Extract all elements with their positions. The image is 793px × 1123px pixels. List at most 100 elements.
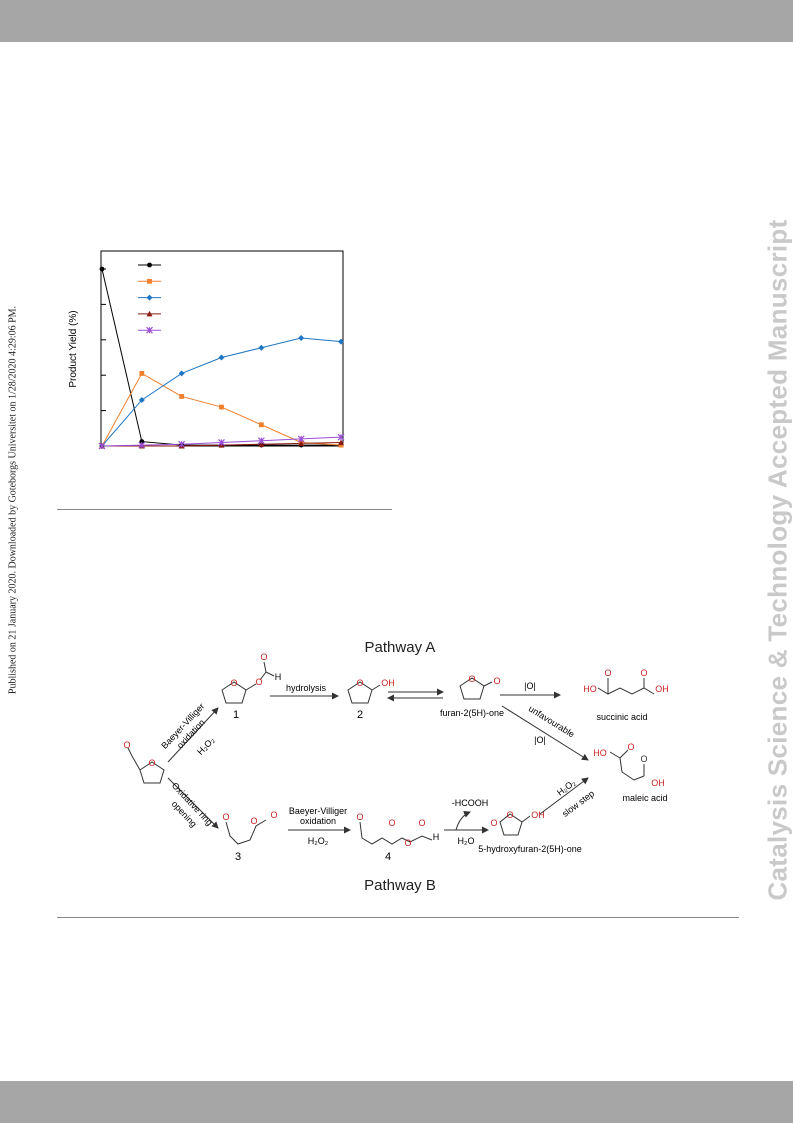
succinic-o2: O xyxy=(640,668,647,678)
compound-4-structure xyxy=(359,821,433,845)
compound-1-structure xyxy=(221,661,275,704)
series-line-3 xyxy=(101,337,342,447)
data-point-s5 xyxy=(178,440,186,448)
furfural-structure xyxy=(127,747,165,784)
pathway-b-title: Pathway B xyxy=(364,877,436,894)
c2-oh: OH xyxy=(381,678,395,688)
maleic-structure xyxy=(609,749,645,781)
h2o2-b: H₂O₂ xyxy=(308,836,329,846)
hcooh-curve xyxy=(455,810,471,831)
y-axis-label: Product Yield (%) xyxy=(68,310,79,387)
hf-o-exo: O xyxy=(490,818,497,828)
ox-label-1: |O| xyxy=(524,681,536,691)
series-line-2 xyxy=(101,372,342,447)
legend-marker-5 xyxy=(146,326,153,334)
c1-o-carbonyl: O xyxy=(260,652,267,662)
data-point-s2 xyxy=(219,404,224,410)
num-2: 2 xyxy=(357,709,363,721)
figure-rule-2 xyxy=(57,917,739,918)
data-point-s4 xyxy=(298,440,305,446)
maleic-ho: HO xyxy=(593,748,607,758)
data-point-s2 xyxy=(139,371,145,376)
compound-2-structure xyxy=(347,681,381,704)
c4-o4: O xyxy=(418,818,425,828)
c4-o3: O xyxy=(404,838,411,848)
furanone-structure xyxy=(459,677,493,700)
data-point-s1 xyxy=(139,439,145,444)
arrow-to-3 xyxy=(167,777,219,829)
data-point-s3 xyxy=(338,338,344,345)
header-band xyxy=(0,0,793,42)
legend-marker-4 xyxy=(146,310,153,317)
series-markers xyxy=(98,266,345,450)
num-3: 3 xyxy=(235,851,241,863)
plot-frame xyxy=(100,250,344,447)
succinic-structure xyxy=(597,678,655,695)
legend-marker-2 xyxy=(147,278,152,284)
c1-o-link: O xyxy=(255,677,262,687)
slowstep-arrow xyxy=(539,777,589,815)
pathway-a-title: Pathway A xyxy=(365,639,436,656)
hydroxyfuranone-label: 5-hydroxyfuran-2(5H)-one xyxy=(478,844,582,854)
arrow-unfavourable xyxy=(501,705,589,761)
c4-o1: O xyxy=(356,812,363,822)
data-point-s2 xyxy=(179,394,185,399)
hf-oh: OH xyxy=(531,810,545,820)
data-point-s2 xyxy=(338,442,344,448)
hydroxyfuranone-structure xyxy=(499,813,531,836)
hydrolysis-label: hydrolysis xyxy=(286,683,327,693)
legend-marker-3 xyxy=(146,294,153,301)
hf-o-ring: O xyxy=(506,810,513,820)
maleic-o2: O xyxy=(640,754,647,764)
furanone-label: furan-2(5H)-one xyxy=(440,708,504,718)
data-point-s5 xyxy=(218,439,225,446)
y-ticks xyxy=(101,268,106,447)
data-point-s3 xyxy=(218,354,225,361)
data-point-s3 xyxy=(258,344,265,351)
furanone-o-exo: O xyxy=(493,676,500,686)
yield-chart: Product Yield (%) xyxy=(68,250,345,450)
num-1: 1 xyxy=(233,709,239,721)
reaction-scheme: Pathway A Pathway B O O Baeyer-Villiger … xyxy=(123,639,669,894)
c1-h: H xyxy=(275,672,282,682)
data-point-s5 xyxy=(297,435,305,443)
arrow-to-1 xyxy=(167,707,219,763)
compound-3-structure xyxy=(225,819,267,845)
ox-label-2: |O| xyxy=(534,735,546,745)
figure-rule-1 xyxy=(57,509,392,510)
c3-o3: O xyxy=(270,810,277,820)
data-point-s4 xyxy=(338,439,344,445)
succinic-o1: O xyxy=(604,668,611,678)
bv-b-1: Baeyer-Villiger xyxy=(289,806,347,816)
footer-band xyxy=(0,1081,793,1123)
succinic-oh: OH xyxy=(655,684,669,694)
data-point-s3 xyxy=(178,370,185,377)
succinic-ho: HO xyxy=(583,684,597,694)
legend xyxy=(138,262,161,334)
data-point-s5 xyxy=(98,442,106,450)
data-point-s5 xyxy=(138,441,146,449)
c2-o-ring: O xyxy=(356,678,363,688)
c4-o2: O xyxy=(388,818,395,828)
maleic-o1: O xyxy=(627,742,634,752)
legend-marker-1 xyxy=(147,262,152,268)
data-point-s4 xyxy=(258,441,265,447)
bv-b-2: oxidation xyxy=(300,816,336,826)
data-point-s3 xyxy=(298,335,305,342)
furfural-o-ring: O xyxy=(148,758,155,768)
published-note: Published on 21 January 2020. Downloaded… xyxy=(7,305,19,695)
succinic-label: succinic acid xyxy=(596,712,647,722)
journal-watermark: Catalysis Science & Technology Accepted … xyxy=(762,219,793,901)
data-point-s2 xyxy=(258,422,264,428)
furanone-o-ring: O xyxy=(468,674,475,684)
h2o-label: H₂O xyxy=(458,836,475,846)
hcooh-label: -HCOOH xyxy=(452,798,489,808)
c3-o2: O xyxy=(250,816,257,826)
c1-o-ring: O xyxy=(230,678,237,688)
data-point-s1 xyxy=(99,266,105,272)
data-point-s3 xyxy=(138,396,145,403)
furfural-o-ald: O xyxy=(123,740,130,750)
num-4: 4 xyxy=(385,851,391,863)
maleic-label: maleic acid xyxy=(622,793,667,803)
c4-h: H xyxy=(433,832,440,842)
